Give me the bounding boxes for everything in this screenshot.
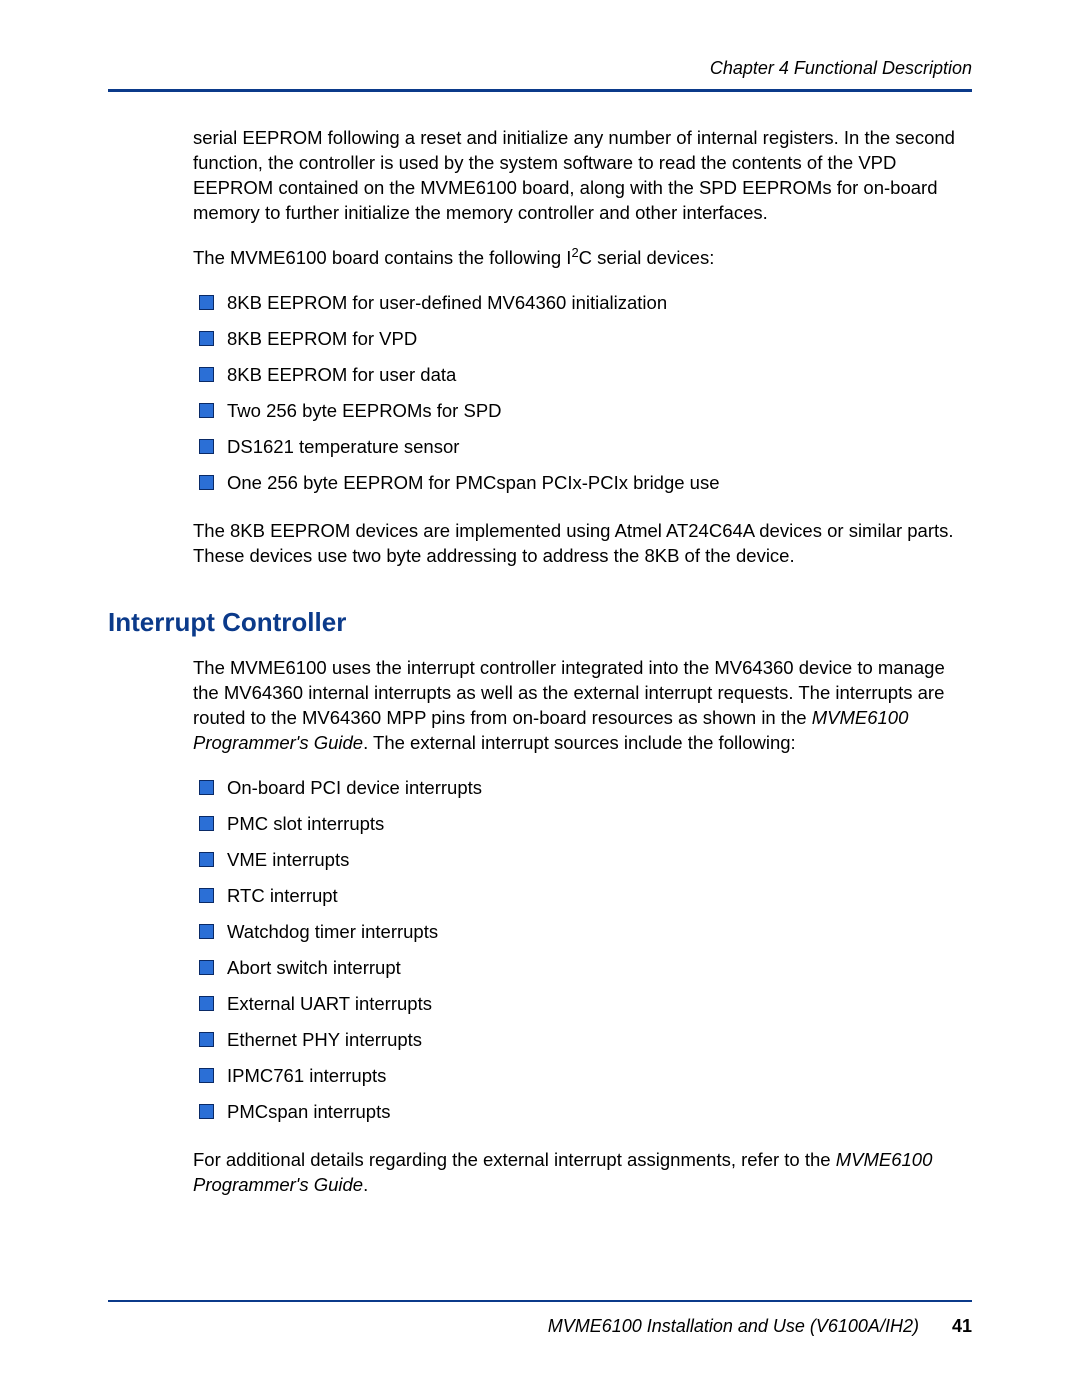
list-item: PMC slot interrupts (193, 812, 972, 836)
paragraph: The MVME6100 board contains the followin… (193, 246, 972, 271)
paragraph: The MVME6100 uses the interrupt controll… (193, 656, 972, 756)
bullet-list: On-board PCI device interrupts PMC slot i… (193, 776, 972, 1124)
page: Chapter 4 Functional Description serial … (0, 0, 1080, 1397)
list-item: Abort switch interrupt (193, 956, 972, 980)
list-item: External UART interrupts (193, 992, 972, 1016)
footer-line: MVME6100 Installation and Use (V6100A/IH… (108, 1316, 972, 1337)
list-item: 8KB EEPROM for VPD (193, 327, 972, 351)
list-item: DS1621 temperature sensor (193, 435, 972, 459)
bullet-list: 8KB EEPROM for user-defined MV64360 init… (193, 291, 972, 495)
list-item: Ethernet PHY interrupts (193, 1028, 972, 1052)
list-item: Two 256 byte EEPROMs for SPD (193, 399, 972, 423)
footer-page-number: 41 (952, 1316, 972, 1336)
list-item: IPMC761 interrupts (193, 1064, 972, 1088)
text-run: C serial devices: (579, 247, 715, 268)
page-footer: MVME6100 Installation and Use (V6100A/IH… (108, 1300, 972, 1337)
chapter-header: Chapter 4 Functional Description (108, 58, 972, 79)
section-heading-interrupt-controller: Interrupt Controller (108, 607, 972, 638)
paragraph: For additional details regarding the ext… (193, 1148, 972, 1198)
body-column: The MVME6100 uses the interrupt controll… (108, 656, 972, 1198)
footer-doc-title: MVME6100 Installation and Use (V6100A/IH… (548, 1316, 919, 1336)
text-run: . (363, 1174, 368, 1195)
list-item: One 256 byte EEPROM for PMCspan PCIx-PCI… (193, 471, 972, 495)
list-item: RTC interrupt (193, 884, 972, 908)
list-item: 8KB EEPROM for user-defined MV64360 init… (193, 291, 972, 315)
paragraph: serial EEPROM following a reset and init… (193, 126, 972, 226)
text-run: . The external interrupt sources include… (363, 732, 796, 753)
list-item: On-board PCI device interrupts (193, 776, 972, 800)
list-item: VME interrupts (193, 848, 972, 872)
list-item: 8KB EEPROM for user data (193, 363, 972, 387)
paragraph: The 8KB EEPROM devices are implemented u… (193, 519, 972, 569)
header-rule (108, 89, 972, 92)
body-column: serial EEPROM following a reset and init… (108, 126, 972, 569)
list-item: PMCspan interrupts (193, 1100, 972, 1124)
text-run: The MVME6100 board contains the followin… (193, 247, 571, 268)
superscript: 2 (571, 245, 578, 260)
text-run: For additional details regarding the ext… (193, 1149, 836, 1170)
footer-rule (108, 1300, 972, 1302)
list-item: Watchdog timer interrupts (193, 920, 972, 944)
